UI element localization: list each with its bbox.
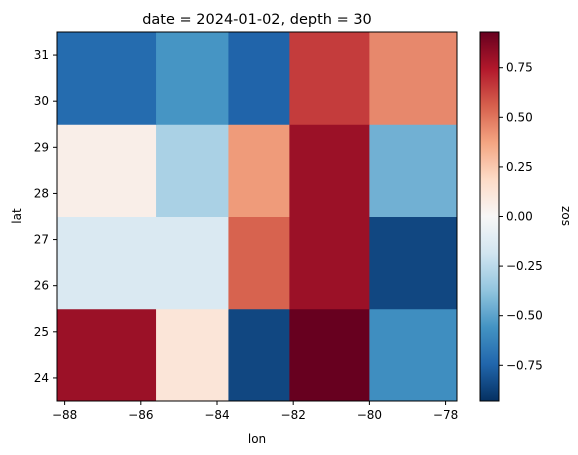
y-axis-label: lat: [10, 208, 24, 224]
y-tick-label: 29: [34, 140, 49, 154]
x-tick-label: −84: [204, 408, 229, 422]
heatmap-cells: [57, 32, 458, 402]
heatmap-cell: [289, 32, 370, 125]
heatmap-cell: [156, 32, 229, 125]
heatmap-cell: [289, 308, 370, 402]
colorbar-tick-label: 0.25: [506, 160, 533, 174]
x-tick-label: −88: [52, 408, 77, 422]
x-axis-label: lon: [248, 432, 266, 446]
heatmap-cell: [369, 124, 458, 217]
heatmap-cell: [369, 308, 458, 402]
y-tick-label: 27: [34, 233, 49, 247]
heatmap-cell: [156, 124, 229, 217]
y-tick-label: 31: [34, 48, 49, 62]
heatmap-cell: [228, 308, 290, 402]
x-tick-label: −78: [433, 408, 458, 422]
y-tick-label: 24: [34, 371, 49, 385]
heatmap-cell: [228, 124, 290, 217]
heatmap-cell: [57, 124, 157, 217]
y-tick-label: 30: [34, 94, 49, 108]
heatmap-cell: [289, 124, 370, 217]
plot-frame: [56, 31, 458, 402]
colorbar-ticks: 0.75 0.50 0.25 0.00 −0.25 −0.50 −0.75: [499, 61, 543, 372]
colorbar: [479, 31, 500, 402]
colorbar-tick-label: 0.75: [506, 61, 533, 75]
colorbar-tick-label: 0.50: [506, 110, 533, 124]
heatmap-cell: [57, 216, 157, 310]
colorbar-label: zos: [559, 206, 573, 226]
y-tick-label: 26: [34, 279, 49, 293]
colorbar-tick-label: −0.50: [506, 309, 543, 323]
x-tick-label: −86: [128, 408, 153, 422]
heatmap-cell: [228, 216, 290, 310]
x-axis-ticks: −88 −86 −84 −82 −80 −78: [52, 401, 458, 422]
heatmap-cell: [57, 32, 157, 125]
colorbar-tick-label: −0.25: [506, 259, 543, 273]
y-tick-label: 25: [34, 325, 49, 339]
y-tick-label: 28: [34, 186, 49, 200]
x-tick-label: −80: [357, 408, 382, 422]
heatmap-cell: [156, 308, 229, 402]
heatmap-cell: [369, 32, 458, 125]
x-tick-label: −82: [281, 408, 306, 422]
heatmap-cell: [289, 216, 370, 310]
heatmap-cell: [228, 32, 290, 125]
chart-title: date = 2024-01-02, depth = 30: [142, 12, 372, 28]
colorbar-tick-label: −0.75: [506, 358, 543, 372]
y-axis-ticks: 24 25 26 27 28 29 30 31: [34, 48, 57, 385]
heatmap-cell: [369, 216, 458, 310]
heatmap-cell: [156, 216, 229, 310]
colorbar-tick-label: 0.00: [506, 210, 533, 224]
heatmap-cell: [57, 308, 157, 402]
